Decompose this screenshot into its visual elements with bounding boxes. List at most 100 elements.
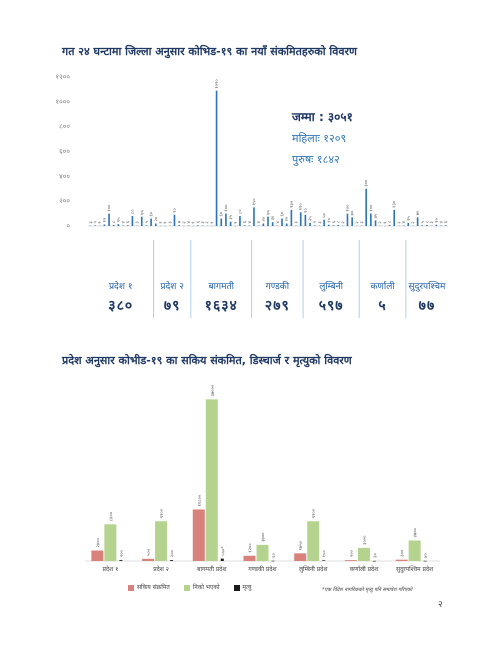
region-name: कर्णाली: [370, 282, 395, 292]
province-value-label: ४०: [424, 552, 429, 557]
district-bar: [145, 225, 148, 226]
category-label: बागमती प्रदेश: [197, 565, 227, 573]
province-bar: [91, 550, 104, 561]
district-value-label: १३०: [393, 200, 398, 208]
region-name: प्रदेश १: [108, 282, 133, 292]
district-bar: [370, 213, 372, 226]
province-value-label: १२००: [249, 543, 254, 553]
y-tick-label: ४००: [59, 172, 70, 180]
district-bar: [281, 218, 283, 226]
district-value-label: १: [383, 222, 388, 224]
district-value-label: २: [411, 221, 416, 223]
district-value-label: ५: [421, 220, 426, 223]
district-value-label: ३००: [365, 179, 370, 187]
province-value-label: २००: [350, 549, 355, 557]
district-value-label: १५०: [252, 198, 257, 206]
district-bar: [388, 225, 391, 226]
summary-male: पुरुषः १८४२: [292, 153, 340, 166]
district-bar: [444, 225, 447, 226]
province-bar: [322, 560, 326, 561]
region-name: सुदुरपश्चिम: [408, 282, 446, 292]
district-value-label: १००: [346, 204, 351, 212]
province-bar: [104, 524, 117, 561]
district-bar: [131, 216, 134, 226]
district-bar: [426, 225, 428, 226]
district-bar: [94, 225, 96, 226]
district-value-label: २५: [309, 216, 314, 221]
district-value-label: ६: [243, 220, 248, 223]
province-value-label: ९१००: [312, 508, 317, 518]
district-bar: [140, 216, 143, 226]
district-value-label: ५: [94, 220, 99, 223]
district-value-label: २: [379, 221, 384, 223]
region-total: ७७: [418, 298, 436, 314]
district-value-label: ४: [276, 221, 281, 224]
province-value-label: १५०: [323, 550, 328, 558]
province-bar: [243, 555, 256, 561]
y-tick-label: १२००: [55, 73, 70, 81]
district-value-label: २: [98, 221, 103, 223]
district-value-label: ३०: [271, 215, 276, 220]
province-bar: [170, 560, 174, 561]
district-value-label: ६: [196, 220, 201, 223]
district-value-label: ४: [187, 221, 192, 224]
district-bar: [220, 218, 223, 226]
category-label: कर्णाली प्रदेश: [350, 565, 380, 573]
district-bar: [253, 207, 255, 226]
district-bar: [285, 223, 288, 226]
province-bar: [408, 540, 421, 561]
district-bar: [117, 224, 120, 226]
chart2-legend: सकिय संक्रमित निको भएको मृत्यु: [128, 583, 251, 591]
legend-item-active: सकिय संक्रमित: [128, 583, 170, 591]
district-value-label: ३: [360, 221, 365, 223]
category-label: सुदुरपश्चिम प्रदेश: [396, 565, 434, 573]
district-bar: [112, 225, 115, 226]
district-bar: [178, 225, 180, 226]
province-value-label: ११८००: [198, 494, 203, 506]
district-value-label: ७: [178, 220, 183, 223]
district-value-label: ३: [318, 221, 323, 223]
district-value-label: ७५: [140, 209, 145, 214]
y-tick-label: ६००: [59, 148, 70, 156]
district-value-label: १०: [435, 217, 440, 222]
district-bar: [351, 217, 353, 226]
district-value-label: ३: [89, 221, 94, 223]
district-value-label: ६: [126, 220, 131, 223]
district-bar: [126, 225, 129, 226]
region-total: ५९७: [318, 298, 344, 314]
district-value-label: ५: [313, 220, 318, 223]
province-bar: [119, 560, 123, 561]
district-value-label: २: [355, 221, 360, 223]
district-bar: [435, 224, 438, 226]
district-value-label: १००: [224, 204, 229, 212]
summary-box: जम्मा : ३०५१ महिलाः १२०९ पुरुषः १८४२: [292, 108, 402, 173]
district-value-label: ७५: [267, 209, 272, 214]
province-value-label: ३७००: [262, 532, 267, 542]
province-value-label: ३००: [401, 549, 406, 557]
district-bar: [327, 224, 330, 226]
province-bar: [155, 521, 168, 561]
province-value-label: ८४००: [109, 511, 114, 521]
district-value-label: ३: [201, 221, 206, 223]
province-value-label: ४७००: [414, 527, 419, 537]
legend-item-recovered: निको भएको: [183, 583, 220, 591]
district-value-label: ३: [430, 221, 435, 223]
province-bar: [307, 521, 320, 561]
district-value-label: २: [182, 221, 187, 223]
category-label: लुम्बिनी प्रदेश: [299, 565, 328, 573]
province-value-label: ५००: [147, 548, 152, 556]
district-bar: [150, 218, 152, 226]
y-tick-label: २००: [59, 197, 70, 205]
district-value-label: १: [234, 222, 239, 224]
province-value-label: २००: [171, 549, 176, 557]
region-name: प्रदेश २: [160, 282, 184, 292]
province-bar: [256, 544, 269, 561]
district-bar: [365, 188, 367, 226]
district-value-label: ४: [439, 221, 444, 224]
y-tick-label: १०००: [55, 98, 70, 106]
district-value-label: ४५: [374, 213, 379, 218]
region-name: लुम्बिनी: [319, 282, 344, 292]
district-bar: [416, 217, 419, 226]
province-bar: [423, 560, 427, 562]
